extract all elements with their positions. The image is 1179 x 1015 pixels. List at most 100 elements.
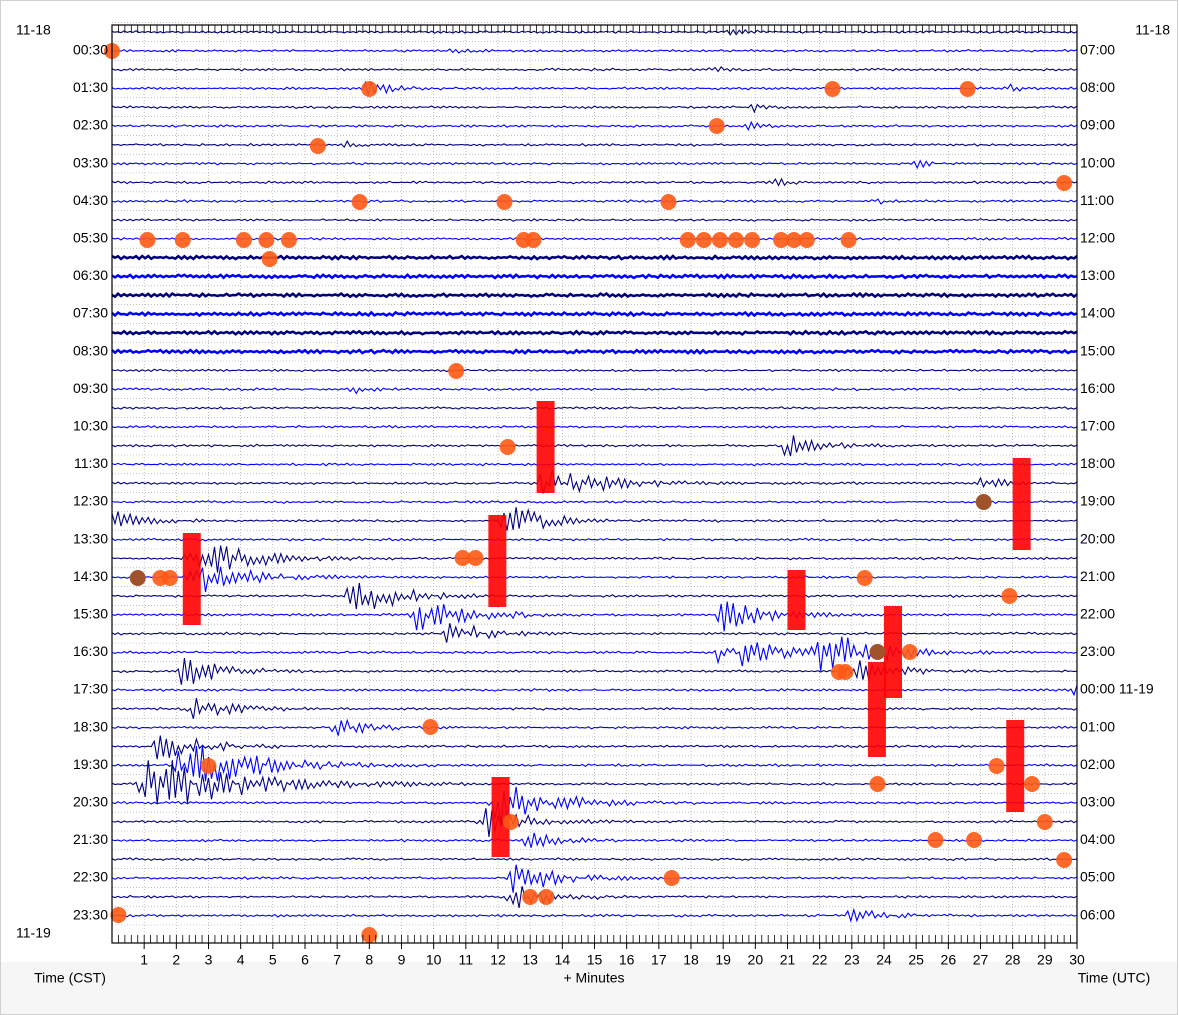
detection-dot [679, 232, 696, 248]
detection-dot [280, 232, 297, 248]
detection-dot [869, 776, 886, 792]
right-time-label: 23:00 [1080, 643, 1115, 659]
left-time-label: 12:30 [73, 493, 108, 509]
detection-dot [1036, 814, 1053, 830]
left-time-label: 08:30 [73, 342, 108, 358]
x-tick-label: 12 [490, 952, 506, 968]
right-time-label: 13:00 [1080, 267, 1115, 283]
x-tick-label: 10 [426, 952, 442, 968]
trace [111, 66, 1078, 73]
event-box [536, 401, 555, 493]
x-tick-label: 7 [333, 952, 341, 968]
event-box [884, 606, 902, 698]
left-time-label: 18:30 [73, 718, 108, 734]
right-time-label: 21:00 [1080, 568, 1115, 584]
event-box [1012, 458, 1031, 550]
x-tick-label: 6 [301, 952, 309, 968]
trace [111, 80, 1078, 96]
trace [111, 218, 1078, 222]
left-time-label: 17:30 [73, 681, 108, 697]
trace [111, 786, 1078, 824]
trace [111, 735, 1078, 760]
trace [111, 745, 1078, 782]
axis-label: Time (UTC) [1078, 970, 1151, 986]
detection-dot [502, 814, 519, 830]
right-time-label: 02:00 [1080, 756, 1115, 772]
detection-dot [309, 138, 326, 154]
detection-dot [830, 664, 847, 680]
trace [111, 424, 1078, 429]
trace [111, 657, 1078, 685]
right-time-label: 08:00 [1080, 79, 1115, 95]
x-tick-label: 18 [683, 952, 699, 968]
left-time-label: 16:30 [73, 643, 108, 659]
date-label: 11-19 [16, 925, 51, 941]
trace [111, 120, 1078, 132]
x-tick-label: 23 [844, 952, 860, 968]
detection-dot [538, 889, 555, 905]
x-tick-label: 8 [365, 952, 373, 968]
trace [111, 582, 1078, 610]
right-time-label: 17:00 [1080, 418, 1115, 434]
trace [111, 159, 1078, 170]
x-tick-label: 11 [459, 952, 474, 968]
trace [111, 545, 1078, 573]
x-tick-label: 27 [973, 952, 989, 968]
detection-dot [525, 232, 542, 248]
trace [111, 857, 1078, 862]
trace [111, 368, 1078, 373]
plot-area [104, 22, 1078, 949]
detection-dot [110, 907, 127, 923]
detection-dot [1056, 175, 1073, 191]
x-tick-label: 13 [522, 952, 538, 968]
detection-dot [361, 81, 378, 97]
trace [111, 697, 1078, 719]
right-time-label: 01:00 [1080, 718, 1115, 734]
trace [111, 291, 1078, 299]
x-tick-label: 21 [780, 952, 796, 968]
trace [111, 864, 1078, 893]
trace [111, 198, 1078, 205]
detection-dot [522, 889, 539, 905]
left-time-label: 21:30 [73, 831, 108, 847]
right-time-label: 20:00 [1080, 530, 1115, 546]
left-time-label: 10:30 [73, 418, 108, 434]
left-time-label: 15:30 [73, 606, 108, 622]
x-tick-label: 26 [941, 952, 957, 968]
detection-dot [499, 439, 516, 455]
x-tick-label: 5 [269, 952, 277, 968]
trace [111, 329, 1078, 337]
right-time-label: 16:00 [1080, 380, 1115, 396]
detection-dot [448, 363, 465, 379]
right-time-label: 12:00 [1080, 230, 1115, 246]
trace [111, 310, 1078, 318]
trace [111, 760, 1078, 804]
trace [111, 601, 1078, 632]
left-time-label: 04:30 [73, 192, 108, 208]
event-box [787, 570, 806, 630]
trace [111, 406, 1078, 410]
detection-dot [708, 118, 725, 134]
left-time-label: 19:30 [73, 756, 108, 772]
detection-dot [174, 232, 191, 248]
detection-dot [351, 194, 368, 210]
trace [111, 469, 1078, 494]
trace [111, 537, 1078, 542]
trace [111, 273, 1078, 280]
trace [111, 832, 1078, 848]
x-tick-label: 2 [172, 952, 180, 968]
date-label: 11-18 [1135, 22, 1170, 38]
left-time-label: 02:30 [73, 117, 108, 133]
detection-dot [496, 194, 513, 210]
footer-strip [1, 962, 1177, 1014]
detection-dot [824, 81, 841, 97]
detection-dot [773, 232, 790, 248]
trace [111, 177, 1078, 187]
detection-dot [695, 232, 712, 248]
detection-dot [261, 251, 278, 267]
trace [111, 886, 1078, 909]
detection-dot [927, 832, 944, 848]
detection-dot [422, 719, 439, 735]
trace [111, 500, 1078, 505]
